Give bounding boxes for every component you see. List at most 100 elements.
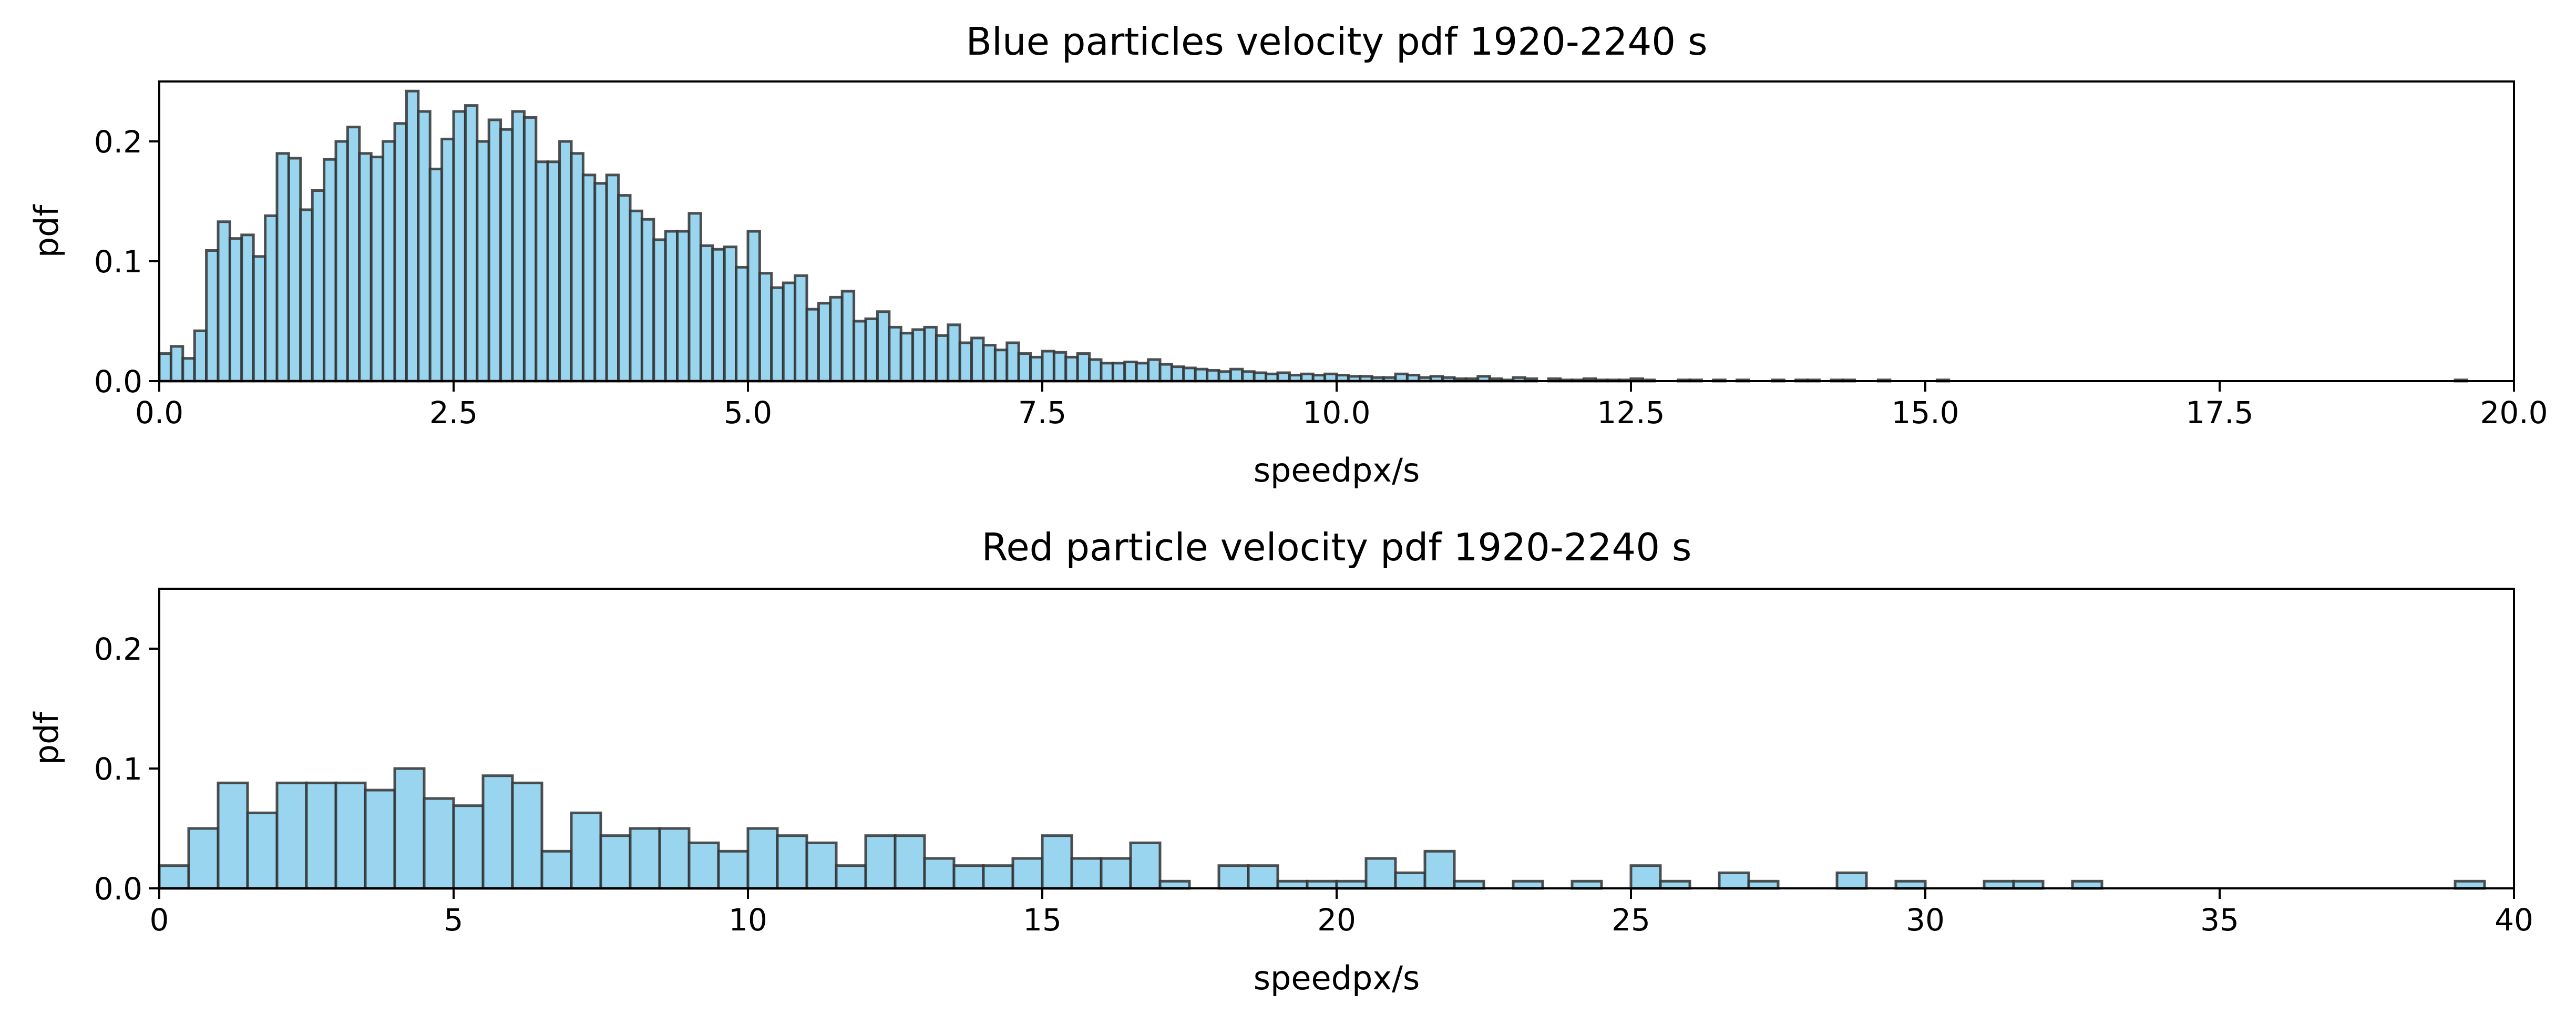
y-tick-label: 0.0 [94, 364, 142, 400]
histogram-bar [911, 328, 926, 383]
histogram-bar [794, 274, 808, 383]
histogram-bar [605, 173, 620, 383]
histogram-bar [334, 781, 367, 890]
histogram-bar [1217, 864, 1250, 890]
x-tick-label: 0 [150, 902, 169, 938]
histogram-bar [970, 336, 985, 383]
histogram-bar [1041, 834, 1073, 890]
histogram-bar [2012, 879, 2045, 890]
histogram-bar [334, 140, 349, 383]
x-tick-label: 17.5 [2185, 395, 2253, 431]
chart-title: Blue particles velocity pdf 1920-2240 s [966, 19, 1708, 64]
y-tick-label: 0.1 [94, 751, 142, 787]
x-tick-label: 30 [1906, 902, 1945, 938]
histogram-bar [240, 233, 255, 383]
histogram-bar [1394, 871, 1426, 890]
histogram-bar [958, 341, 973, 383]
x-tick-label: 5 [444, 902, 464, 938]
histogram-bar [193, 329, 208, 383]
y-tick-label: 0.2 [94, 631, 142, 667]
histogram-bar [805, 308, 820, 383]
histogram-bar [452, 804, 485, 890]
histogram-bar [617, 194, 632, 383]
x-tick-label: 15 [1023, 902, 1062, 938]
histogram-bar [1323, 372, 1338, 383]
histogram-bar [228, 237, 243, 383]
histogram-bar [629, 827, 661, 890]
histogram-bar [658, 827, 691, 890]
histogram-bar [346, 126, 361, 383]
histogram-bar [2454, 879, 2486, 890]
histogram-bar [264, 214, 279, 383]
histogram-bar [746, 827, 779, 890]
histogram-bar [287, 157, 302, 383]
histogram-bars [158, 767, 2486, 890]
histogram-bar [899, 332, 915, 383]
y-tick-label: 0.1 [94, 244, 142, 280]
histogram-bar [1005, 341, 1020, 383]
histogram-bar [687, 212, 702, 383]
histogram-bar [1300, 372, 1315, 383]
x-tick-label: 15.0 [1891, 395, 1959, 431]
x-tick-label: 40 [2495, 902, 2533, 938]
histogram-bar [181, 357, 196, 383]
histogram-bar [711, 248, 726, 383]
histogram-bar [1306, 879, 1338, 890]
histogram-bar [158, 864, 190, 890]
histogram-bar [1100, 362, 1114, 383]
histogram-bar [499, 128, 514, 383]
histogram-bar [1217, 370, 1232, 383]
histogram-bar [1512, 879, 1544, 890]
histogram-bar [1135, 362, 1150, 383]
histogram-bar [1835, 871, 1868, 890]
histogram-bar [1747, 879, 1780, 890]
x-tick-label: 20 [1317, 902, 1356, 938]
histogram-bar [1158, 879, 1191, 890]
histogram-bar [952, 864, 985, 890]
histogram-bar [876, 310, 891, 383]
histogram-bar [687, 841, 720, 890]
y-axis-label: pdf [27, 711, 66, 765]
histogram-bar [717, 849, 750, 890]
histogram-bar [676, 230, 691, 383]
histogram-bar [652, 238, 667, 383]
histogram-bar [1206, 368, 1220, 383]
histogram-bar [1182, 366, 1197, 383]
histogram-bar [894, 834, 926, 890]
histogram-bar [599, 834, 632, 890]
histogram-bar [1364, 857, 1397, 890]
histogram-bar [393, 767, 426, 890]
histogram-bar [817, 302, 832, 383]
histogram-bar [1158, 363, 1173, 383]
histogram-bar [1894, 879, 1927, 890]
histogram-bar [664, 230, 679, 383]
histogram-bar [782, 281, 797, 383]
histogram-bar [1029, 355, 1044, 383]
histogram-bar [1194, 367, 1209, 383]
histogram-bar [428, 167, 444, 383]
histogram-bar [440, 137, 455, 383]
histogram-bar [1070, 857, 1103, 890]
histogram-bar [1253, 371, 1268, 383]
y-tick-label: 0.0 [94, 871, 142, 907]
x-tick-label: 0.0 [135, 395, 183, 431]
y-axis-label: pdf [27, 204, 66, 258]
histogram-bar [364, 789, 396, 890]
histogram-bar [1983, 879, 2015, 890]
histogram-bar [481, 774, 514, 890]
histogram-bar [864, 834, 897, 890]
histogram-bar [593, 182, 608, 383]
histogram-bar [275, 781, 308, 890]
histogram-bar [853, 320, 867, 383]
histogram-bar [275, 152, 290, 383]
histogram-bar [723, 245, 738, 383]
histogram-bar [581, 173, 597, 383]
histogram-bar [1247, 864, 1279, 890]
histogram-bar [982, 344, 997, 383]
histogram-bar [1111, 362, 1126, 383]
histogram-bar [770, 286, 785, 383]
histogram-bar [299, 208, 314, 383]
histogram-bar [1088, 358, 1103, 383]
histogram-bar [1335, 879, 1368, 890]
